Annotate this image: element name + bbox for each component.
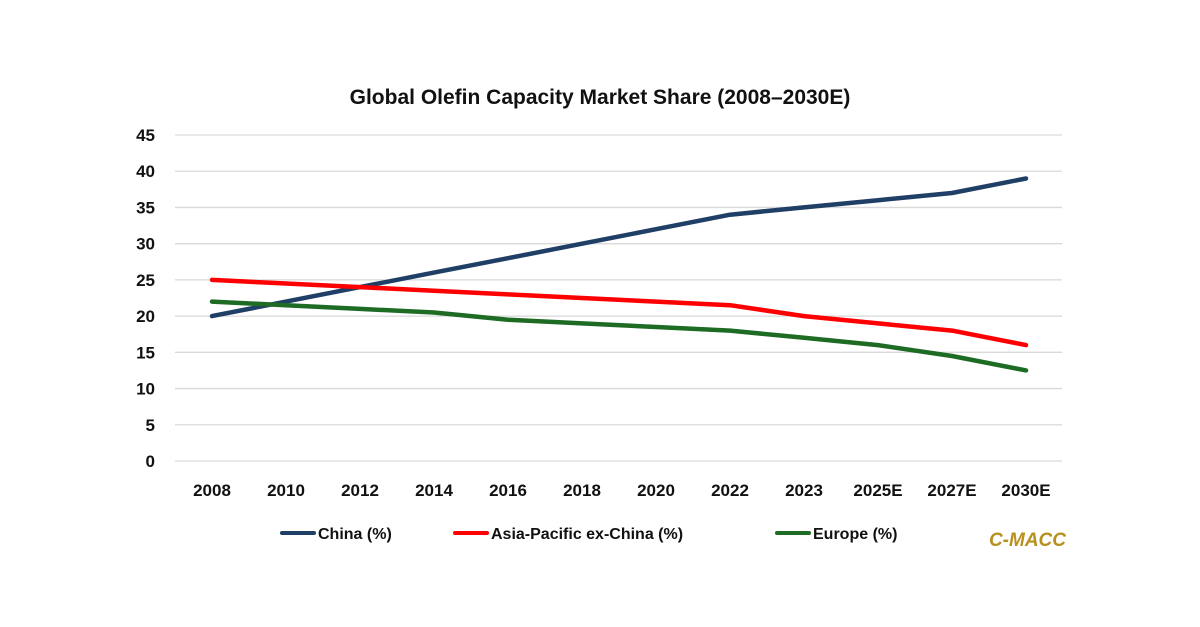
x-tick-label: 2008: [193, 481, 231, 500]
x-tick-label: 2022: [711, 481, 749, 500]
x-tick-label: 2025E: [853, 481, 902, 500]
x-tick-label: 2023: [785, 481, 823, 500]
y-tick-label: 40: [136, 162, 155, 181]
x-tick-label: 2016: [489, 481, 527, 500]
chart-title: Global Olefin Capacity Market Share (200…: [350, 86, 851, 109]
x-tick-label: 2020: [637, 481, 675, 500]
series-2: [209, 299, 1029, 373]
x-tick-label: 2027E: [927, 481, 976, 500]
x-tick-label: 2030E: [1001, 481, 1050, 500]
legend-item: China (%): [280, 526, 392, 543]
x-tick-label: 2014: [415, 481, 453, 500]
legend-item: Europe (%): [775, 526, 897, 543]
legend-item: Asia-Pacific ex-China (%): [453, 526, 683, 543]
x-axis-ticks: 2008 2010 2012 2014 2016 2018 2020 2022 2023 2025…: [193, 481, 1051, 500]
x-tick-label: 2018: [563, 481, 601, 500]
series-1: [209, 277, 1029, 348]
y-tick-label: 30: [136, 235, 155, 254]
x-tick-label: 2012: [341, 481, 379, 500]
y-tick-label: 20: [136, 307, 155, 326]
gridlines: [175, 134, 1062, 462]
series-line: [209, 277, 1029, 348]
series-0: [209, 176, 1029, 319]
legend-label: Europe (%): [813, 526, 897, 543]
legend: China (%) Asia-Pacific ex-China (%) Europe…: [280, 526, 897, 543]
y-axis-ticks: 0 5 10 15 20 25 30 35 40 45: [136, 126, 155, 471]
series-line: [209, 176, 1029, 319]
y-tick-label: 10: [136, 380, 155, 399]
x-tick-label: 2010: [267, 481, 305, 500]
source-brand-label: C-MACC: [989, 530, 1066, 551]
legend-label: China (%): [318, 526, 392, 543]
series-line: [209, 299, 1029, 373]
series-lines: [209, 176, 1029, 373]
y-tick-label: 25: [136, 271, 155, 290]
y-tick-label: 0: [146, 452, 155, 471]
legend-label: Asia-Pacific ex-China (%): [491, 526, 683, 543]
y-tick-label: 45: [136, 126, 155, 145]
y-tick-label: 5: [146, 416, 155, 435]
y-tick-label: 35: [136, 198, 155, 217]
y-tick-label: 15: [136, 343, 155, 362]
